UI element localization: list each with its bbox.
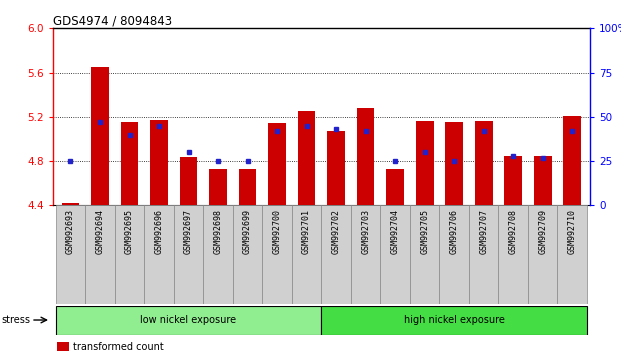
FancyBboxPatch shape <box>85 205 115 304</box>
Bar <box>386 169 404 205</box>
Bar <box>297 111 315 205</box>
Bar <box>150 120 168 205</box>
FancyBboxPatch shape <box>56 205 85 304</box>
Text: GSM992693: GSM992693 <box>66 209 75 254</box>
Text: GSM992701: GSM992701 <box>302 209 311 254</box>
Bar <box>179 157 197 205</box>
FancyBboxPatch shape <box>233 205 262 304</box>
FancyBboxPatch shape <box>292 205 322 304</box>
FancyBboxPatch shape <box>469 205 499 304</box>
Text: stress: stress <box>1 315 30 325</box>
FancyBboxPatch shape <box>351 205 381 304</box>
Bar <box>534 155 551 205</box>
Bar <box>61 203 79 205</box>
Text: GSM992699: GSM992699 <box>243 209 252 254</box>
Text: GSM992696: GSM992696 <box>155 209 163 254</box>
FancyBboxPatch shape <box>410 205 440 304</box>
FancyBboxPatch shape <box>499 205 528 304</box>
FancyBboxPatch shape <box>322 306 587 335</box>
Text: GSM992703: GSM992703 <box>361 209 370 254</box>
Bar <box>475 121 492 205</box>
Text: GSM992698: GSM992698 <box>214 209 222 254</box>
Text: GSM992695: GSM992695 <box>125 209 134 254</box>
Bar <box>445 122 463 205</box>
Text: GSM992707: GSM992707 <box>479 209 488 254</box>
Bar <box>416 121 433 205</box>
Bar <box>327 131 345 205</box>
Text: GDS4974 / 8094843: GDS4974 / 8094843 <box>53 14 172 27</box>
Bar <box>357 108 374 205</box>
FancyBboxPatch shape <box>144 205 174 304</box>
Text: GSM992706: GSM992706 <box>450 209 459 254</box>
FancyBboxPatch shape <box>440 205 469 304</box>
Text: GSM992700: GSM992700 <box>273 209 281 254</box>
Text: GSM992709: GSM992709 <box>538 209 547 254</box>
FancyBboxPatch shape <box>528 205 558 304</box>
Bar <box>563 116 581 205</box>
FancyBboxPatch shape <box>558 205 587 304</box>
Text: GSM992702: GSM992702 <box>332 209 341 254</box>
Text: transformed count: transformed count <box>73 342 164 352</box>
Bar <box>504 155 522 205</box>
Text: GSM992697: GSM992697 <box>184 209 193 254</box>
FancyBboxPatch shape <box>381 205 410 304</box>
FancyBboxPatch shape <box>115 205 144 304</box>
Bar <box>91 67 109 205</box>
Text: GSM992694: GSM992694 <box>96 209 104 254</box>
Text: high nickel exposure: high nickel exposure <box>404 315 505 325</box>
Bar <box>268 124 286 205</box>
FancyBboxPatch shape <box>322 205 351 304</box>
FancyBboxPatch shape <box>56 306 322 335</box>
FancyBboxPatch shape <box>174 205 203 304</box>
Bar <box>238 169 256 205</box>
Bar <box>57 342 69 351</box>
Text: low nickel exposure: low nickel exposure <box>140 315 237 325</box>
Bar <box>120 122 138 205</box>
FancyBboxPatch shape <box>262 205 292 304</box>
Text: GSM992710: GSM992710 <box>568 209 577 254</box>
Text: GSM992708: GSM992708 <box>509 209 518 254</box>
FancyBboxPatch shape <box>203 205 233 304</box>
Text: GSM992704: GSM992704 <box>391 209 400 254</box>
Bar <box>209 169 227 205</box>
Text: GSM992705: GSM992705 <box>420 209 429 254</box>
